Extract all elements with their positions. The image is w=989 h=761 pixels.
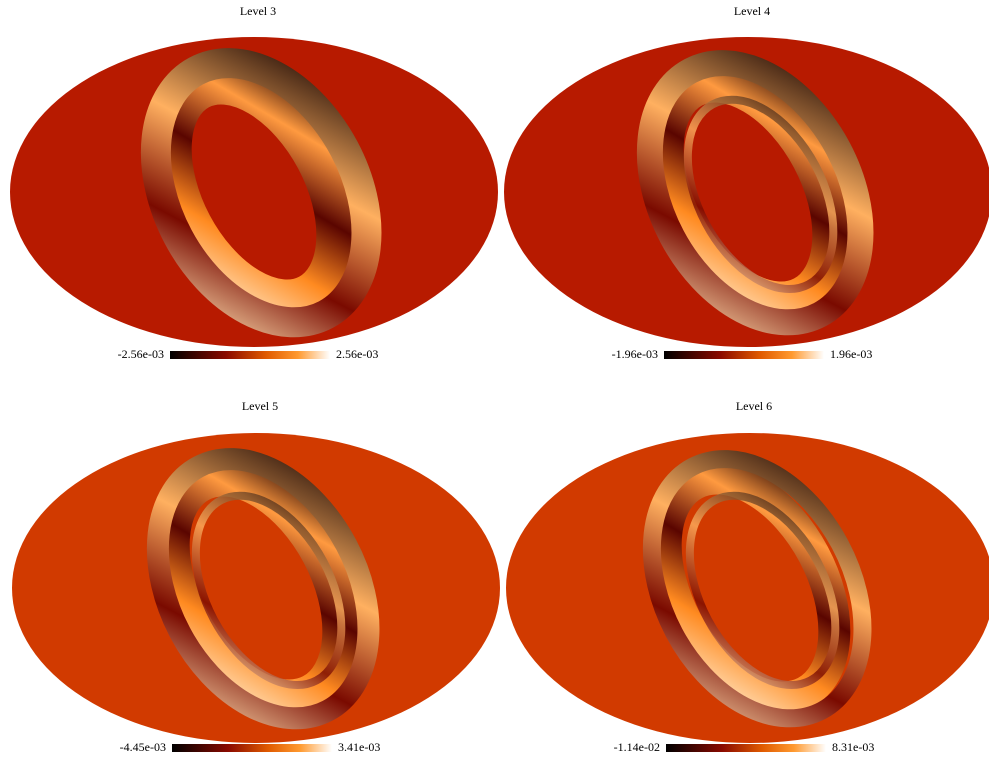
colorbar-min-label: -1.14e-02 (614, 740, 660, 754)
colorbar (664, 351, 824, 359)
mollweide-map (506, 433, 989, 743)
map-panel: Level 4 -1.96e-03 1.96e-03 (504, 4, 989, 361)
map-panel: Level 3 -2.56e-03 2.56e-03 (10, 4, 498, 361)
colorbar (666, 744, 826, 752)
ring (636, 50, 874, 336)
ring (642, 450, 872, 728)
panel-title: Level 5 (242, 399, 278, 413)
panel-title: Level 4 (734, 4, 770, 18)
map-feature (642, 450, 872, 728)
ring (147, 60, 361, 324)
colorbar-min-label: -4.45e-03 (120, 740, 166, 754)
colorbar-min-label: -1.96e-03 (612, 347, 658, 361)
colorbar (172, 744, 332, 752)
ring (140, 48, 382, 338)
colorbar (170, 351, 330, 359)
ring (683, 95, 838, 294)
colorbar-max-label: 1.96e-03 (830, 347, 872, 361)
map-feature (636, 50, 874, 336)
colorbar-max-label: 3.41e-03 (338, 740, 380, 754)
map-feature (146, 448, 380, 730)
colorbar-min-label: -2.56e-03 (118, 347, 164, 361)
ring (191, 491, 346, 690)
map-panel: Level 5 -4.45e-03 3.41e-03 (12, 399, 500, 754)
ring (685, 491, 840, 690)
map-panel: Level 6 -1.14e-02 8.31e-03 (506, 399, 989, 754)
colorbar-max-label: 8.31e-03 (832, 740, 874, 754)
mollweide-map (12, 433, 500, 743)
map-feature (140, 48, 382, 338)
panel-title: Level 6 (736, 399, 772, 413)
colorbar-max-label: 2.56e-03 (336, 347, 378, 361)
panel-title: Level 3 (240, 4, 276, 18)
ring (146, 448, 380, 730)
